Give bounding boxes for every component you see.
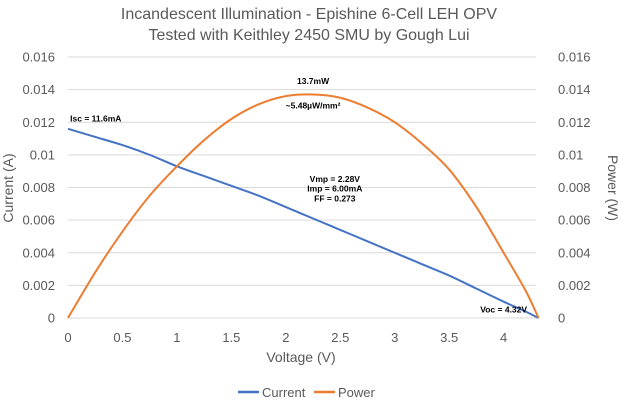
x-axis-label: Voltage (V)	[266, 349, 335, 365]
x-tick-label: 4	[500, 330, 507, 345]
legend-label-power: Power	[338, 385, 376, 400]
series-line-current	[67, 127, 539, 319]
x-tick-label: 1.5	[222, 330, 240, 345]
x-tick-label: 0	[64, 330, 71, 345]
chart-subtitle: Tested with Keithley 2450 SMU by Gough L…	[148, 27, 469, 44]
y-tick-label-right: 0	[558, 311, 565, 326]
data-annotation: Vmp = 2.28V	[310, 174, 361, 184]
y-axis-label-right: Power (W)	[605, 155, 619, 221]
legend-label-current: Current	[262, 385, 306, 400]
x-tick-label: 1	[173, 330, 180, 345]
series-line-power	[67, 93, 540, 319]
y-tick-label-right: 0.004	[558, 245, 591, 260]
y-tick-label-right: 0.002	[558, 278, 591, 293]
y-axis-label-left: Current (A)	[0, 153, 16, 222]
data-annotation: FF = 0.273	[314, 193, 356, 203]
y-tick-label-left: 0.014	[22, 82, 55, 97]
x-tick-label: 2.5	[331, 330, 349, 345]
y-tick-label-right: 0.012	[558, 115, 591, 130]
x-tick-label: 2	[282, 330, 289, 345]
x-axis-ticks: 0 0.5 1 1.5 2 2.5 3 3.5 4	[64, 330, 507, 345]
chart-title: Incandescent Illumination - Epishine 6-C…	[121, 6, 498, 23]
y-tick-label-left: 0.01	[30, 147, 55, 162]
data-annotation: Imp = 6.00mA	[307, 184, 362, 194]
x-tick-label: 3.5	[440, 330, 458, 345]
y-tick-label-left: 0.002	[22, 278, 55, 293]
y-tick-label-right: 0.016	[558, 50, 591, 65]
data-annotation: Voc = 4.32V	[480, 304, 527, 314]
data-annotation: Isc = 11.6mA	[70, 113, 121, 123]
data-annotation: 13.7mW	[297, 76, 330, 86]
left-axis-ticks: 0 0.002 0.004 0.006 0.008 0.01 0.012 0.014 0.016	[22, 50, 55, 326]
y-tick-label-left: 0.004	[22, 245, 55, 260]
y-tick-label-right: 0.01	[558, 147, 583, 162]
right-axis-ticks: 0 0.002 0.004 0.006 0.008 0.01 0.012 0.014 0.016	[558, 50, 591, 326]
y-tick-label-left: 0.008	[22, 180, 55, 195]
data-annotation: ~5.48µW/mm²	[286, 100, 341, 110]
y-tick-label-right: 0.006	[558, 213, 591, 228]
y-tick-label-left: 0	[48, 311, 55, 326]
y-tick-label-left: 0.016	[22, 50, 55, 65]
gridlines	[68, 56, 536, 319]
x-tick-label: 0.5	[113, 330, 131, 345]
x-tick-label: 3	[391, 330, 398, 345]
annotations: 13.7mW ~5.48µW/mm² Isc = 11.6mA Vmp = 2.28V…	[70, 76, 527, 314]
legend: Current Power	[238, 385, 376, 400]
series-lines	[67, 93, 540, 319]
y-tick-label-left: 0.006	[22, 213, 55, 228]
y-tick-label-right: 0.014	[558, 82, 591, 97]
y-tick-label-left: 0.012	[22, 115, 55, 130]
y-tick-label-right: 0.008	[558, 180, 591, 195]
